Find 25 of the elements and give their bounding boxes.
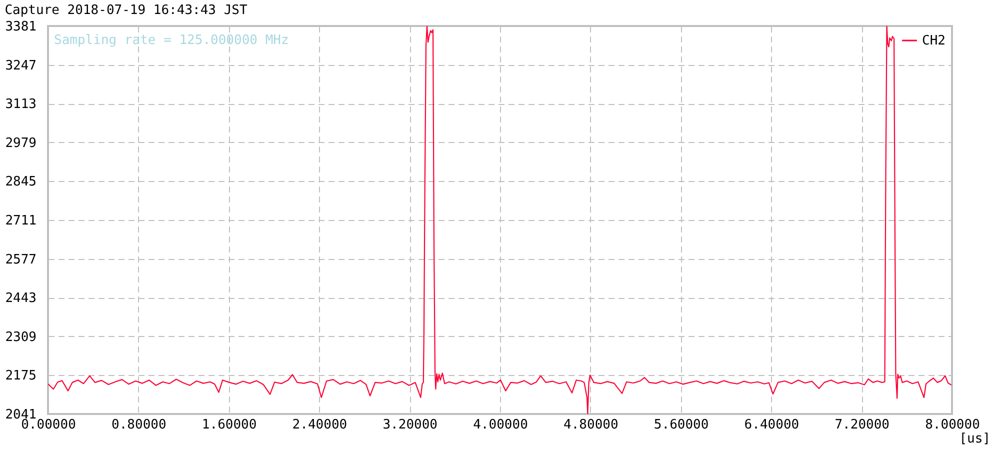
x-tick-label: 5.60000 [654,418,709,432]
y-tick-label: 2845 [5,174,36,190]
x-tick-label: 8.00000 [925,418,980,432]
y-tick-label: 2577 [5,252,36,268]
y-tick-label: 2443 [5,291,36,306]
x-tick-label: 3.20000 [382,418,438,432]
y-tick-label: 2979 [5,136,36,151]
y-tick-label: 3381 [5,20,36,34]
y-tick-label: 2711 [5,214,36,228]
y-tick-label: 2175 [5,368,36,384]
x-tick-label: 0.80000 [112,418,166,432]
chart-title: Capture 2018-07-19 16:43:43 JST [4,3,248,18]
x-tick-label: 7.20000 [834,418,890,432]
x-axis-title: [us] [959,432,990,446]
x-tick-label: 4.00000 [473,418,528,432]
y-tick-label: 3247 [5,58,36,74]
y-tick-label: 3113 [5,97,36,112]
x-tick-label: 6.40000 [744,418,800,432]
x-tick-label: 1.60000 [202,418,257,432]
x-tick-label: 2.40000 [292,418,348,432]
legend-label: CH2 [922,34,946,48]
line-series [48,26,952,414]
y-tick-label: 2309 [5,330,36,345]
x-tick-label: 4.80000 [564,418,618,432]
annotation: Sampling rate = 125.000000 MHz [54,33,289,48]
